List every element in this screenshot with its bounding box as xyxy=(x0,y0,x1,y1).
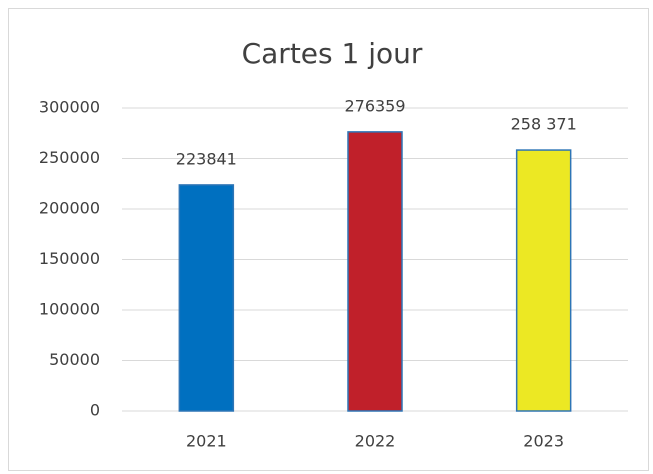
y-tick-label: 150000 xyxy=(39,249,100,268)
y-tick-label: 300000 xyxy=(39,98,100,117)
data-label: 276359 xyxy=(344,96,405,115)
x-tick-label: 2022 xyxy=(355,432,396,451)
y-tick-label: 200000 xyxy=(39,199,100,218)
bar xyxy=(347,131,403,412)
bar xyxy=(178,184,235,412)
data-label: 223841 xyxy=(176,149,237,168)
y-tick-label: 100000 xyxy=(39,300,100,319)
y-tick-label: 0 xyxy=(90,401,100,420)
x-tick-label: 2021 xyxy=(186,432,227,451)
chart-title: Cartes 1 jour xyxy=(242,37,423,70)
y-tick-label: 50000 xyxy=(49,350,100,369)
data-label: 258 371 xyxy=(511,115,577,134)
x-tick-label: 2023 xyxy=(523,432,564,451)
y-tick-label: 250000 xyxy=(39,148,100,167)
bar xyxy=(515,149,572,412)
